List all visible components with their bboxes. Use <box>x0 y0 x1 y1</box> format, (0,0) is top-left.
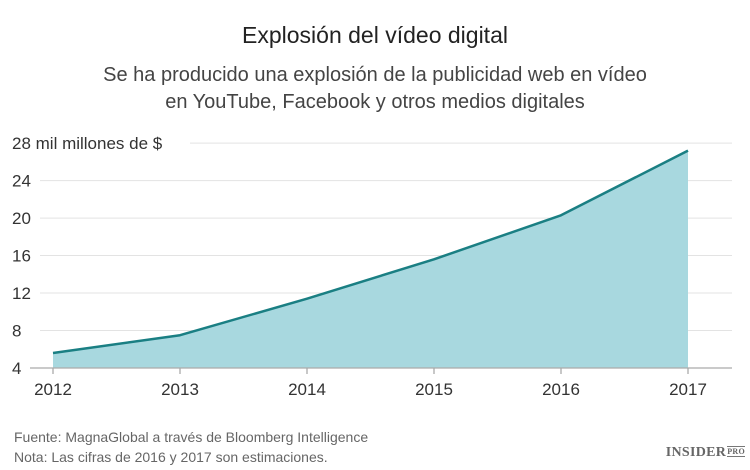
x-tick-label: 2017 <box>669 380 707 399</box>
brand-logo: INSIDERPRO <box>666 445 745 461</box>
y-axis-labels: 4 8 12 16 20 24 28 mil millones de $ <box>12 134 163 378</box>
x-axis: 2012 2013 2014 2015 2016 2017 <box>30 367 732 399</box>
brand-suffix: PRO <box>727 446 745 457</box>
y-tick-label: 28 mil millones de $ <box>12 134 163 153</box>
x-tick-label: 2015 <box>415 380 453 399</box>
x-tick-label: 2013 <box>161 380 199 399</box>
data-line <box>52 149 689 355</box>
footer-notes: Fuente: MagnaGlobal a través de Bloomber… <box>14 427 368 467</box>
chart-title: Explosión del vídeo digital <box>242 22 508 48</box>
x-tick-label: 2016 <box>542 380 580 399</box>
y-tick-label: 8 <box>12 322 21 341</box>
source-note: Fuente: MagnaGlobal a través de Bloomber… <box>14 429 369 445</box>
y-tick-label: 20 <box>12 209 31 228</box>
y-tick-label: 12 <box>12 284 31 303</box>
subtitle-line-2: en YouTube, Facebook y otros medios digi… <box>165 91 585 113</box>
y-tick-label: 16 <box>12 247 31 266</box>
chart-subtitle: Se ha producido una explosión de la publ… <box>0 62 750 116</box>
subtitle-line-1: Se ha producido una explosión de la publ… <box>103 64 647 86</box>
estimate-note: Nota: Las cifras de 2016 y 2017 son esti… <box>14 449 328 465</box>
x-tick-label: 2014 <box>288 380 326 399</box>
x-tick-label: 2012 <box>34 380 72 399</box>
y-tick-label: 24 <box>12 172 31 191</box>
y-tick-label: 4 <box>12 359 21 378</box>
area-fill <box>53 150 688 368</box>
brand-name: INSIDER <box>665 445 727 460</box>
